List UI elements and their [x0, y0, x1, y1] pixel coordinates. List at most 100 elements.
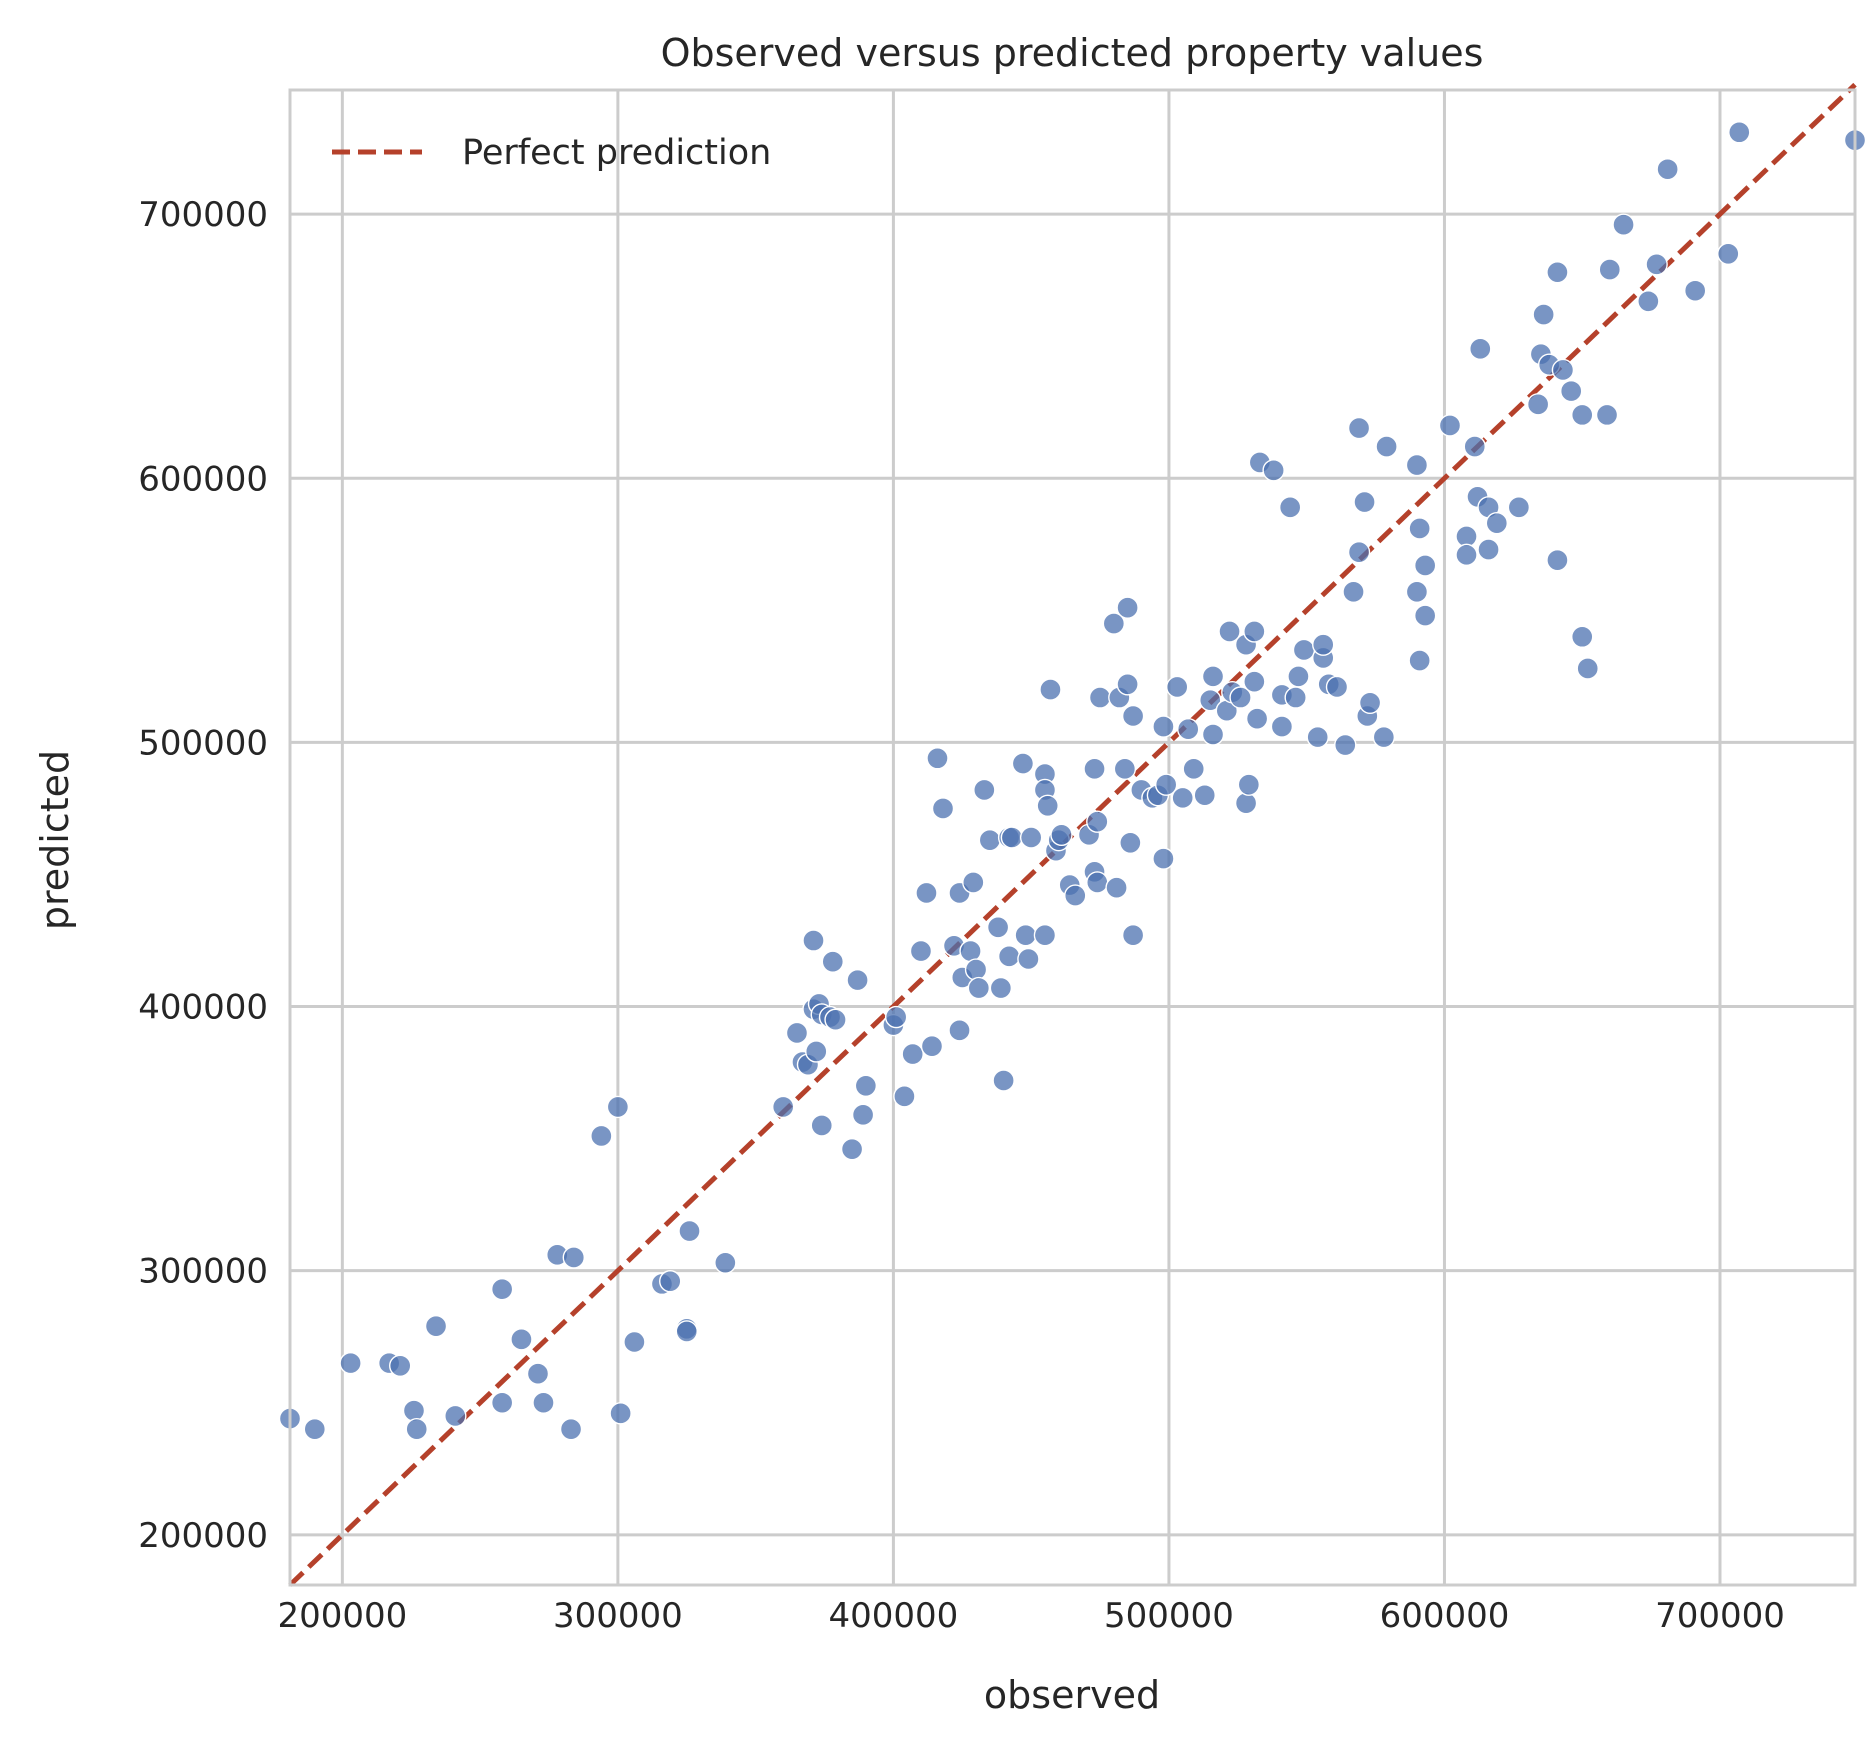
data-point	[1083, 757, 1106, 781]
data-point	[526, 1362, 550, 1385]
data-point	[824, 1008, 847, 1031]
data-point	[1469, 337, 1492, 361]
data-point	[1612, 213, 1635, 236]
data-point	[1325, 675, 1349, 699]
data-point	[1270, 715, 1294, 738]
data-point	[884, 1005, 908, 1029]
data-point	[1088, 686, 1112, 709]
data-point	[1177, 718, 1200, 741]
data-point	[510, 1328, 533, 1351]
data-point	[402, 1399, 426, 1422]
data-point	[1121, 704, 1145, 728]
y-tick-label: 200000	[138, 1516, 268, 1556]
data-point	[989, 976, 1013, 1000]
data-point	[1086, 810, 1109, 833]
data-point	[1152, 715, 1175, 738]
data-point	[444, 1404, 467, 1428]
data-point	[1229, 686, 1252, 709]
data-point	[490, 1391, 514, 1414]
data-point	[1347, 416, 1371, 440]
data-point	[1485, 511, 1509, 535]
data-point	[1014, 924, 1037, 947]
x-tick-label: 600000	[1380, 1596, 1510, 1636]
data-point	[1064, 884, 1087, 907]
data-point	[1728, 121, 1751, 144]
chart-title: Observed versus predicted property value…	[661, 31, 1484, 75]
data-point	[678, 1219, 701, 1243]
data-point	[1154, 773, 1178, 796]
data-point	[1116, 596, 1139, 619]
data-point	[609, 1402, 632, 1425]
data-point	[1347, 541, 1371, 564]
data-point	[1353, 490, 1376, 514]
data-point	[1292, 638, 1316, 662]
legend: Perfect prediction	[332, 133, 771, 173]
data-point	[1645, 253, 1668, 276]
y-tick-labels: 200000 300000 400000 500000 600000 700000	[138, 195, 268, 1556]
legend-label: Perfect prediction	[462, 133, 771, 173]
data-point	[1576, 657, 1599, 680]
y-tick-label: 500000	[138, 723, 268, 763]
data-point	[992, 1069, 1015, 1092]
data-point	[997, 945, 1021, 968]
data-point	[959, 939, 982, 963]
data-point	[1526, 393, 1550, 416]
y-tick-label: 400000	[138, 988, 268, 1028]
data-point	[1413, 604, 1437, 627]
data-point	[901, 1042, 924, 1066]
data-point	[1193, 784, 1216, 807]
data-point	[1033, 924, 1057, 947]
data-point	[1455, 543, 1478, 567]
data-point	[1237, 773, 1261, 796]
y-axis-title: predicted	[33, 750, 77, 930]
data-point	[893, 1085, 916, 1108]
data-point	[1342, 580, 1365, 604]
data-point	[714, 1251, 737, 1274]
data-point	[1243, 670, 1266, 693]
data-point	[1656, 158, 1679, 181]
data-point	[1121, 924, 1145, 947]
data-point	[1278, 496, 1302, 519]
data-point	[1571, 403, 1594, 427]
data-point	[1036, 794, 1059, 818]
data-point	[1306, 725, 1329, 749]
data-point	[1243, 620, 1266, 643]
data-point	[1152, 847, 1175, 870]
data-point	[915, 881, 938, 905]
data-point	[405, 1417, 428, 1441]
data-point	[1086, 871, 1109, 894]
data-point	[1201, 665, 1225, 688]
data-point	[1000, 826, 1024, 849]
data-point	[1546, 261, 1569, 284]
data-point	[1637, 290, 1660, 313]
data-point	[1571, 625, 1594, 648]
data-point	[973, 778, 996, 802]
data-point	[1287, 665, 1310, 688]
data-point	[659, 1270, 682, 1293]
data-point	[1408, 517, 1431, 540]
data-point	[1334, 733, 1357, 757]
data-point	[1551, 358, 1575, 382]
data-points	[278, 121, 1867, 1441]
data-point	[802, 929, 825, 952]
data-point	[1234, 791, 1258, 815]
data-point	[303, 1417, 326, 1441]
grid-lines	[290, 90, 1855, 1585]
data-point	[1717, 242, 1740, 265]
data-point	[1413, 554, 1437, 577]
x-tick-labels: 200000 300000 400000 500000 600000 700000	[277, 1596, 1784, 1636]
data-point	[846, 968, 869, 992]
data-point	[1408, 649, 1431, 672]
y-tick-label: 700000	[138, 195, 268, 235]
data-point	[1105, 876, 1128, 899]
data-point	[978, 828, 1002, 852]
x-tick-label: 700000	[1655, 1596, 1785, 1636]
data-point	[1405, 453, 1429, 477]
data-point	[675, 1320, 698, 1343]
data-point	[1683, 279, 1707, 302]
plot-frame	[288, 88, 1857, 1587]
data-point	[840, 1137, 864, 1161]
data-point	[1532, 303, 1555, 326]
data-point	[590, 1124, 613, 1148]
